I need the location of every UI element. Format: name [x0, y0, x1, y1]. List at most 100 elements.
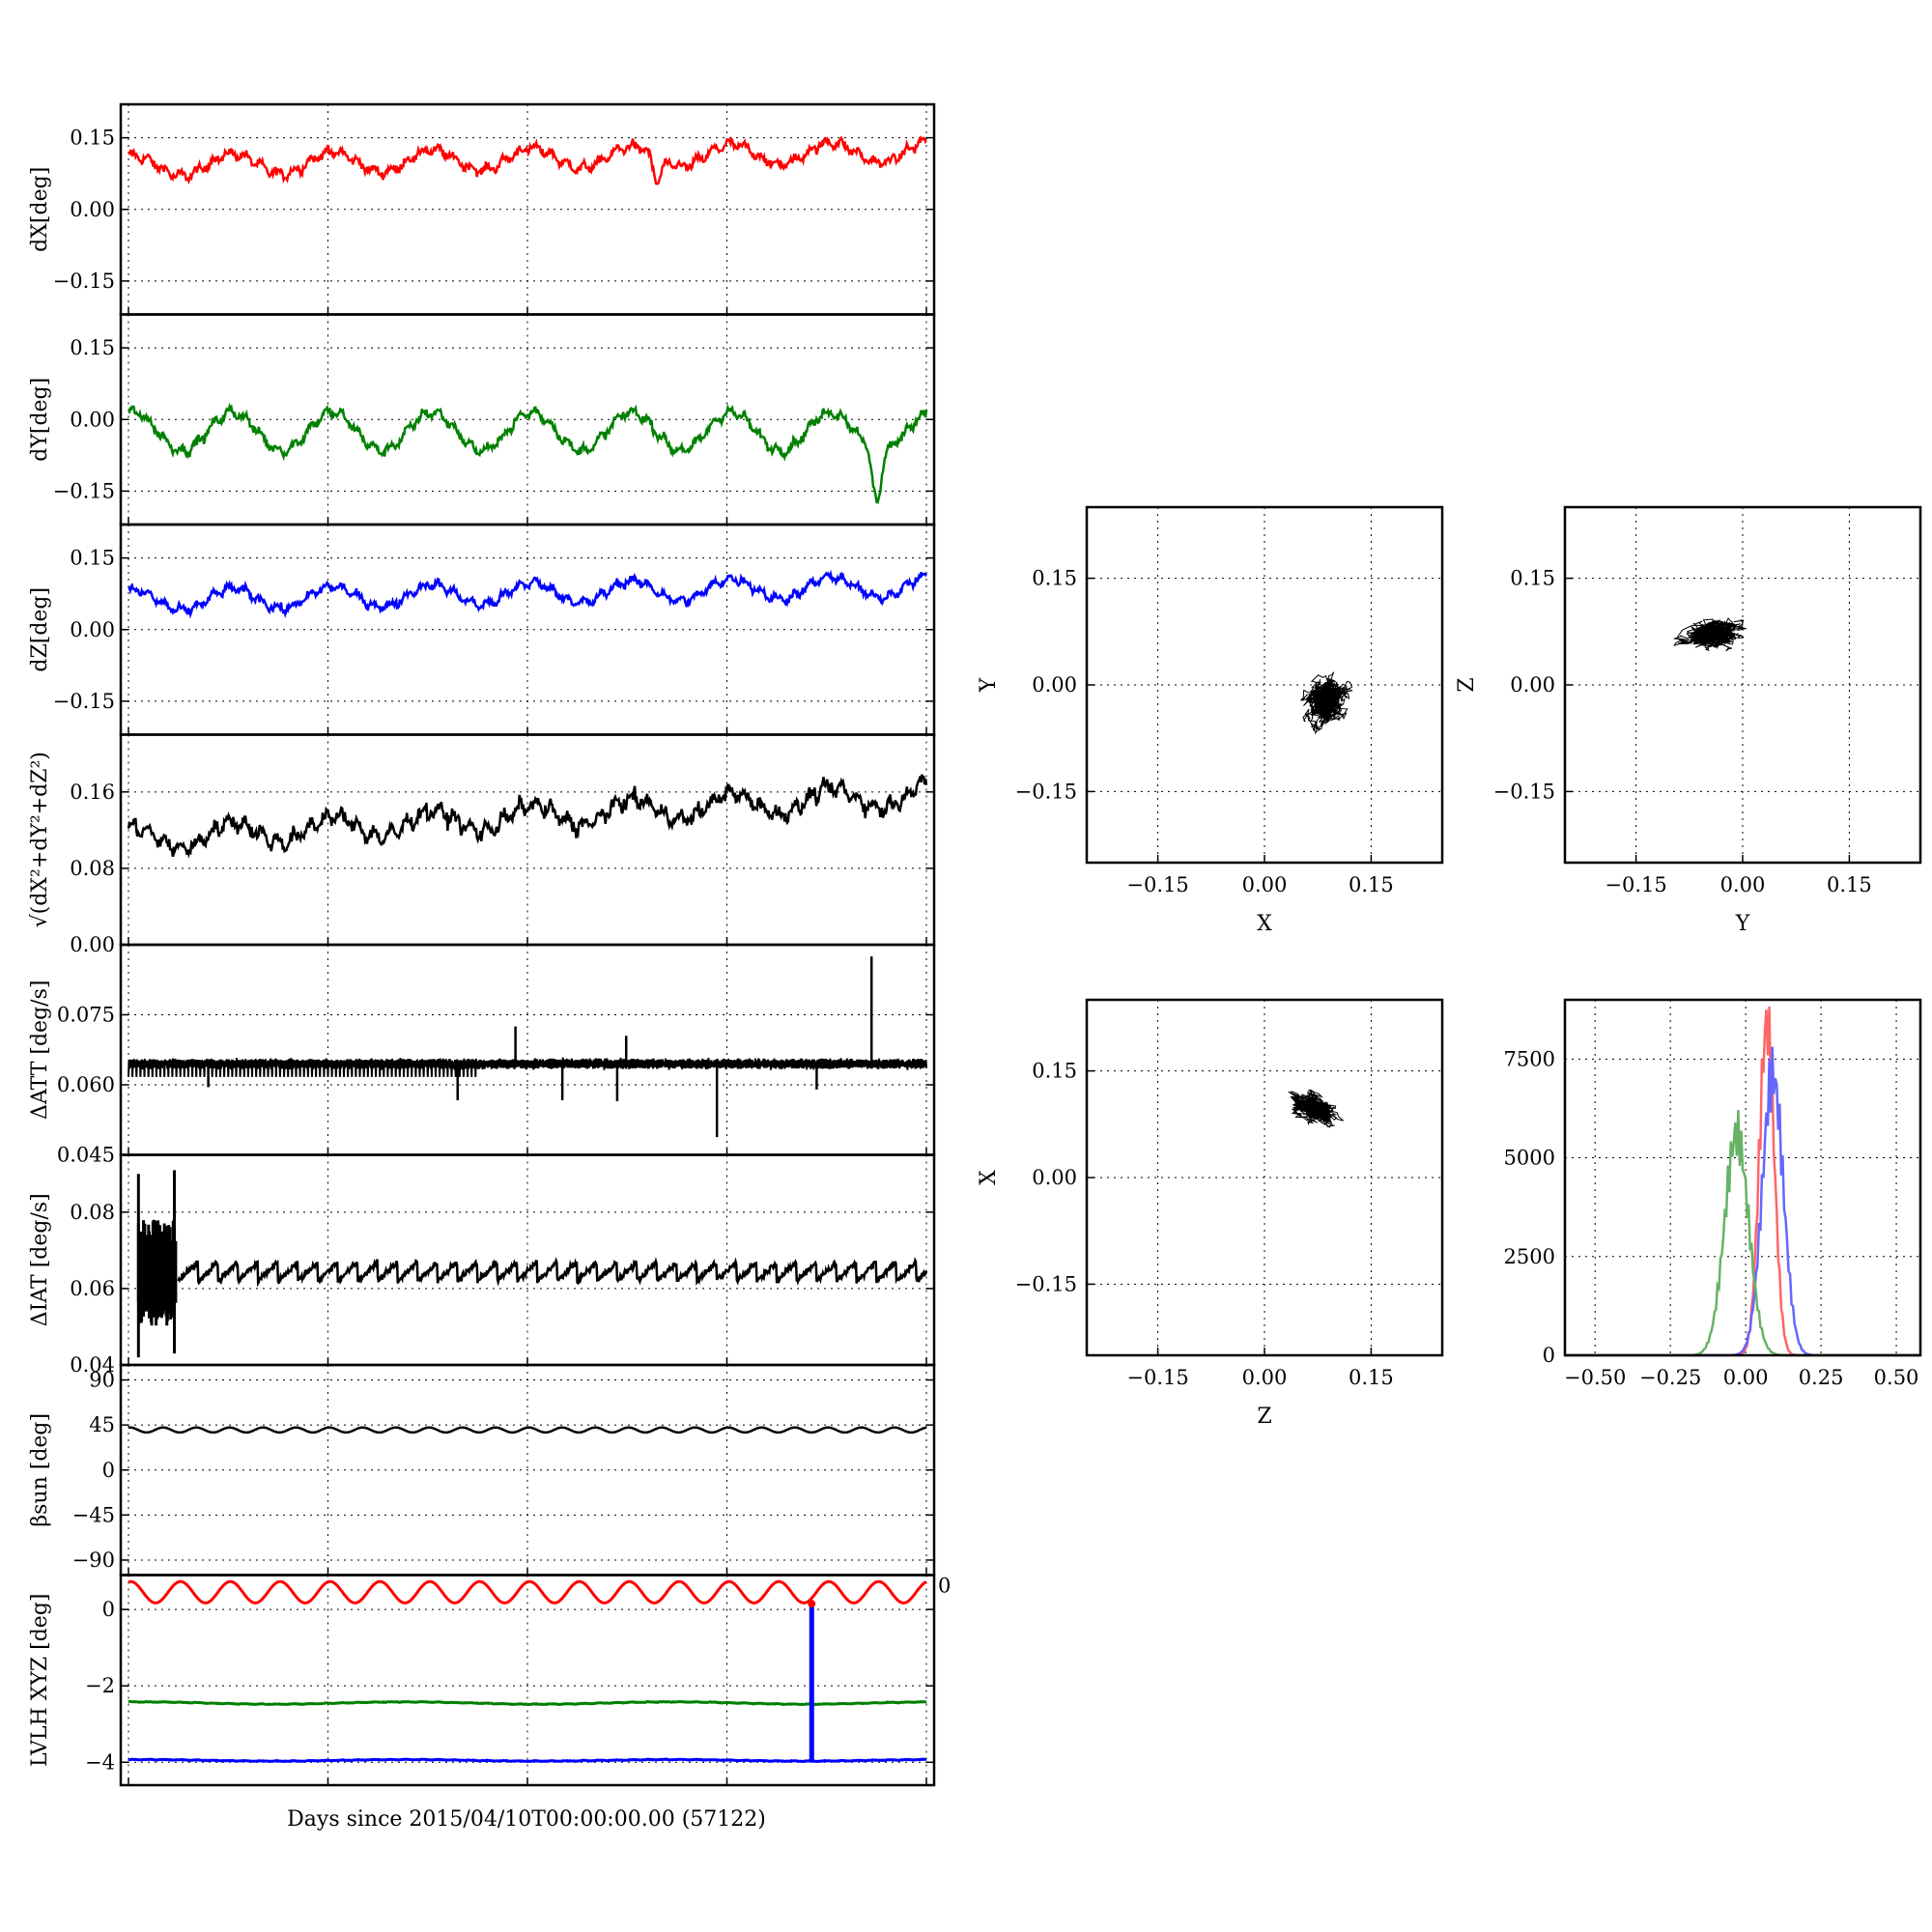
y-tick-label: 0.16	[70, 781, 115, 804]
y-tick-label: 0	[1543, 1344, 1555, 1367]
x-axis-label: Y	[1735, 912, 1750, 936]
panel-frame	[119, 1153, 936, 1367]
y-tick-label: 0.00	[70, 933, 115, 956]
x-tick-label: 0.15	[1349, 1366, 1394, 1389]
x-tick-label: 0.50	[1874, 1366, 1919, 1389]
y-tick-label: −90	[72, 1548, 115, 1572]
y-tick-label: 0.075	[57, 1004, 115, 1027]
x-tick-label: −0.50	[1564, 1366, 1626, 1389]
panel-beta: 90 45 0 −45 −90 βsun [deg]	[28, 1363, 936, 1577]
y-axis-label: dX[deg]	[28, 167, 52, 252]
series-line	[128, 1757, 927, 1764]
x-tick-label: −0.25	[1639, 1366, 1701, 1389]
series-line	[177, 1257, 928, 1288]
y-tick-label: 0.06	[70, 1277, 115, 1300]
y-tick-label: 0.15	[70, 336, 115, 359]
series-line	[128, 1699, 927, 1707]
y-tick-label: 0.15	[70, 127, 115, 150]
x-tick-label: 0.15	[1349, 873, 1394, 896]
panel-xy: −0.15 −0.15 0.00 0.00 0.15 0.15 X Y	[977, 505, 1444, 936]
y-tick-label: 0.08	[70, 857, 115, 880]
y-axis-label: ΔATT [deg/s]	[28, 980, 52, 1120]
panel-dIAT: 0.08 0.06 0.04 ΔIAT [deg/s]	[28, 1153, 936, 1377]
y-axis-label: dZ[deg]	[28, 587, 52, 672]
y-tick-label: −0.15	[1493, 780, 1555, 803]
y-axis-label: √(dX²+dY²+dZ²)	[28, 752, 52, 927]
y-tick-label: −2	[85, 1674, 115, 1697]
x-axis-label: X	[1257, 912, 1272, 936]
y-tick-label: −0.15	[53, 479, 115, 502]
y-tick-label: 0.04	[70, 1353, 115, 1377]
panel-frame	[119, 943, 936, 1156]
y-tick-label: 45	[89, 1413, 115, 1436]
y-tick-label: −0.15	[1015, 1272, 1077, 1295]
y-tick-label: 0.00	[1032, 1166, 1077, 1189]
panel-yz: −0.15 −0.15 0.00 0.00 0.15 0.15 Y Z	[1455, 505, 1922, 936]
y-tick-label: 0.045	[57, 1144, 115, 1167]
x-tick-label: 0.00	[1242, 1366, 1288, 1389]
histogram-series	[1565, 1046, 1920, 1357]
y-axis-label: Z	[1455, 677, 1479, 692]
x-tick-label: 0.00	[1242, 873, 1288, 896]
panel-dR: 0.16 0.08 0.00 √(dX²+dY²+dZ²)	[28, 733, 936, 956]
y-tick-label: 0.15	[1510, 567, 1555, 590]
x-tick-label: 0.00	[1720, 873, 1766, 896]
y-axis-label: X	[977, 1170, 1001, 1185]
y-axis-label: ΔIAT [deg/s]	[28, 1193, 52, 1326]
y-axis-label: LVLH XYZ [deg]	[28, 1594, 52, 1768]
series-line	[128, 1579, 927, 1605]
y-axis-label: Y	[977, 677, 1001, 693]
y-tick-label: 0.00	[70, 618, 115, 641]
x-tick-label: −0.15	[1126, 873, 1188, 896]
x-tick-label: 0.15	[1827, 873, 1872, 896]
y-tick-label: −0.15	[53, 270, 115, 293]
series-line	[127, 774, 928, 859]
correlation-panels: −0.15 −0.15 0.00 0.00 0.15 0.15 X Y −0.15 −0.15 0.…	[977, 505, 1922, 1429]
x-tick-label: −0.15	[1605, 873, 1666, 896]
series-line	[128, 569, 928, 619]
x-tick-label: 0.25	[1799, 1366, 1844, 1389]
right-tick-label: 0	[938, 1575, 951, 1598]
panel-dATT: 0.075 0.060 0.045 ΔATT [deg/s]	[28, 943, 936, 1167]
series-line	[128, 1426, 927, 1435]
y-tick-label: 0.00	[1510, 673, 1555, 696]
y-tick-label: 7500	[1504, 1047, 1555, 1070]
x-tick-label: 0.00	[1723, 1366, 1769, 1389]
scatter-trace	[1300, 671, 1353, 735]
y-tick-label: 0	[102, 1459, 115, 1482]
y-tick-label: 0.15	[1032, 567, 1077, 590]
y-tick-label: 0.060	[57, 1073, 115, 1096]
y-tick-label: −45	[72, 1503, 115, 1526]
panel-zx: −0.15 −0.15 0.00 0.00 0.15 0.15 Z X	[977, 998, 1444, 1429]
x-tick-label: −0.15	[1126, 1366, 1188, 1389]
panel-lvlh: 0 0 −2 −4 LVLH XYZ [deg]	[28, 1574, 951, 1787]
y-tick-label: 0.15	[1032, 1060, 1077, 1083]
y-tick-label: −0.15	[1015, 780, 1077, 803]
series-line	[128, 402, 928, 504]
y-tick-label: 90	[89, 1369, 115, 1392]
y-tick-label: 0.00	[70, 408, 115, 431]
panel-frame	[1563, 998, 1922, 1357]
y-tick-label: 0.00	[70, 198, 115, 221]
y-axis-label: βsun [deg]	[28, 1413, 52, 1527]
y-tick-label: 0	[102, 1598, 115, 1621]
panel-hist: −0.50 −0.25 0.00 0.25 0.50 7500 5000 2500 0	[1504, 998, 1922, 1389]
y-tick-label: 0.15	[70, 547, 115, 570]
series-line	[128, 1057, 927, 1077]
y-tick-label: 0.08	[70, 1201, 115, 1224]
histogram-series	[1565, 1110, 1920, 1357]
x-axis-label: Z	[1257, 1405, 1271, 1429]
panel-frame	[119, 733, 936, 947]
y-tick-label: −4	[85, 1750, 115, 1774]
y-axis-label: dY[deg]	[28, 378, 52, 462]
y-tick-label: 2500	[1504, 1245, 1555, 1268]
x-axis-label: Days since 2015/04/10T00:00:00.00 (57122…	[287, 1807, 766, 1832]
time-series-panels: 0.150.00−0.15dX[deg]0.150.00−0.15dY[deg]…	[28, 102, 951, 1787]
spike-marker	[808, 1600, 816, 1608]
scatter-trace	[1673, 617, 1747, 652]
y-tick-label: −0.15	[53, 690, 115, 713]
